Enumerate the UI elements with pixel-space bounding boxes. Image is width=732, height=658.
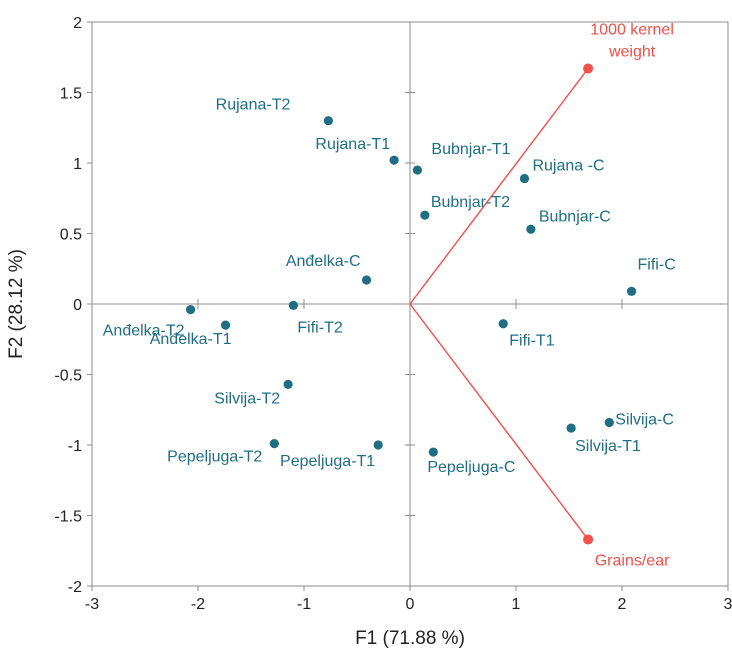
- observation-label: Pepeljuga-T2: [167, 449, 262, 466]
- observation-label: Bubnjar-T2: [431, 194, 510, 211]
- variable-vector-line: [409, 303, 589, 540]
- observation-point: [323, 116, 333, 126]
- observation-label: Pepeljuga-T1: [280, 453, 375, 470]
- x-tick-label: -3: [85, 596, 99, 613]
- observation-point: [220, 320, 231, 330]
- observation-label: Anđelka-T2: [103, 323, 185, 340]
- observation-point: [498, 319, 508, 329]
- vectors-layer: 1000 kernel weight Grains/ear: [409, 22, 674, 569]
- observation-point: [288, 300, 298, 311]
- observation-label: Rujana-T2: [216, 97, 291, 114]
- observation-label: Bubnjar-C: [539, 208, 611, 225]
- observation-label: Rujana-T1: [315, 136, 390, 153]
- observation-label: Silvija-C: [615, 411, 674, 428]
- y-axis-label: F2 (28.12 %): [6, 249, 27, 359]
- variable-vector-point: [583, 534, 594, 545]
- x-tick-label: 1: [512, 596, 521, 613]
- observation-label: Silvija-T1: [575, 438, 641, 455]
- x-tick-label: -2: [191, 596, 205, 613]
- observation-point: [519, 173, 530, 184]
- observation-point: [604, 417, 614, 428]
- y-tick-label: 0: [73, 297, 82, 314]
- variable-label: Grains/ear: [595, 552, 670, 569]
- x-axis-label: F1 (71.88 %): [355, 628, 465, 649]
- observation-label: Silvija-T2: [214, 390, 280, 407]
- variable-label: 1000 kernel: [590, 22, 674, 39]
- observation-point: [412, 165, 423, 175]
- observation-point: [373, 440, 383, 450]
- variable-vector-point: [583, 63, 594, 74]
- observation-label: Pepeljuga-C: [427, 459, 515, 476]
- variable-vector-line: [409, 68, 589, 305]
- observation-point: [626, 286, 637, 296]
- axes-layer: -3 -2 -1 0 1 2 3-2-1.5-1-0.500.511.52: [54, 15, 732, 613]
- observation-label: Rujana -C: [532, 158, 604, 175]
- labels-layer: Rujana-T2 Rujana-T1 Bubnjar-T1 Rujana -C Bub…: [103, 97, 676, 476]
- observation-point: [420, 210, 430, 220]
- observation-point: [283, 379, 293, 389]
- y-tick-label: 0.5: [60, 227, 82, 244]
- observation-label: Fifi-C: [638, 256, 676, 273]
- y-tick-label: 1.5: [60, 86, 82, 103]
- observation-point: [526, 224, 536, 234]
- points-layer: [185, 116, 637, 457]
- observation-point: [389, 155, 399, 165]
- variable-label: weight: [608, 44, 656, 61]
- observation-label: Fifi-T2: [297, 319, 342, 336]
- y-tick-label: -1.5: [54, 509, 82, 526]
- observation-point: [185, 305, 196, 315]
- x-tick-label: 2: [618, 596, 627, 613]
- y-tick-label: 1: [73, 156, 82, 173]
- observation-label: Anđelka-T1: [150, 331, 232, 348]
- observation-point: [428, 447, 438, 457]
- y-tick-label: 2: [73, 15, 82, 32]
- y-tick-label: -2: [68, 579, 82, 596]
- observation-point: [361, 275, 372, 285]
- observation-label: Fifi-T1: [509, 333, 554, 350]
- y-tick-label: -1: [68, 438, 82, 455]
- y-tick-label: -0.5: [54, 368, 82, 385]
- observation-point: [566, 423, 576, 433]
- observation-label: Anđelka-C: [286, 253, 361, 270]
- observation-point: [269, 438, 279, 449]
- x-tick-label: 0: [406, 596, 415, 613]
- x-tick-label: -1: [297, 596, 311, 613]
- observation-label: Bubnjar-T1: [431, 141, 510, 158]
- x-tick-label: 3: [724, 596, 732, 613]
